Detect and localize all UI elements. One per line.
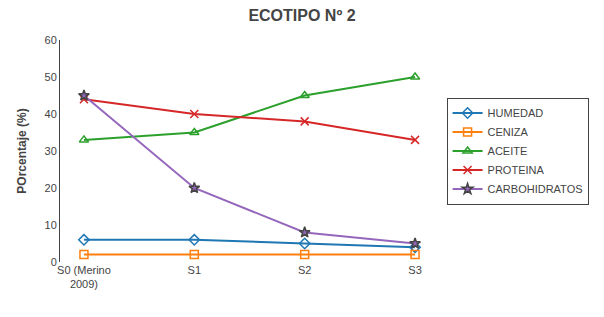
svg-text:0: 0 xyxy=(51,256,57,268)
svg-text:40: 40 xyxy=(45,108,57,120)
svg-text:HUMEDAD: HUMEDAD xyxy=(488,107,544,119)
svg-text:CENIZA: CENIZA xyxy=(488,126,529,138)
svg-text:30: 30 xyxy=(45,145,57,157)
svg-text:10: 10 xyxy=(45,219,57,231)
svg-text:PROTEINA: PROTEINA xyxy=(488,164,545,176)
svg-text:S2: S2 xyxy=(298,264,311,276)
svg-text:ACEITE: ACEITE xyxy=(488,145,528,157)
svg-text:S1: S1 xyxy=(188,264,201,276)
svg-text:50: 50 xyxy=(45,71,57,83)
svg-text:S3: S3 xyxy=(408,264,421,276)
svg-text:20: 20 xyxy=(45,182,57,194)
svg-text:CARBOHIDRATOS: CARBOHIDRATOS xyxy=(488,183,583,195)
svg-text:S0 (Merino2009): S0 (Merino2009) xyxy=(57,264,111,290)
svg-text:ECOTIPO Nº 2: ECOTIPO Nº 2 xyxy=(248,7,355,24)
svg-text:60: 60 xyxy=(45,34,57,46)
svg-text:POrcentaje (%): POrcentaje (%) xyxy=(15,108,29,193)
